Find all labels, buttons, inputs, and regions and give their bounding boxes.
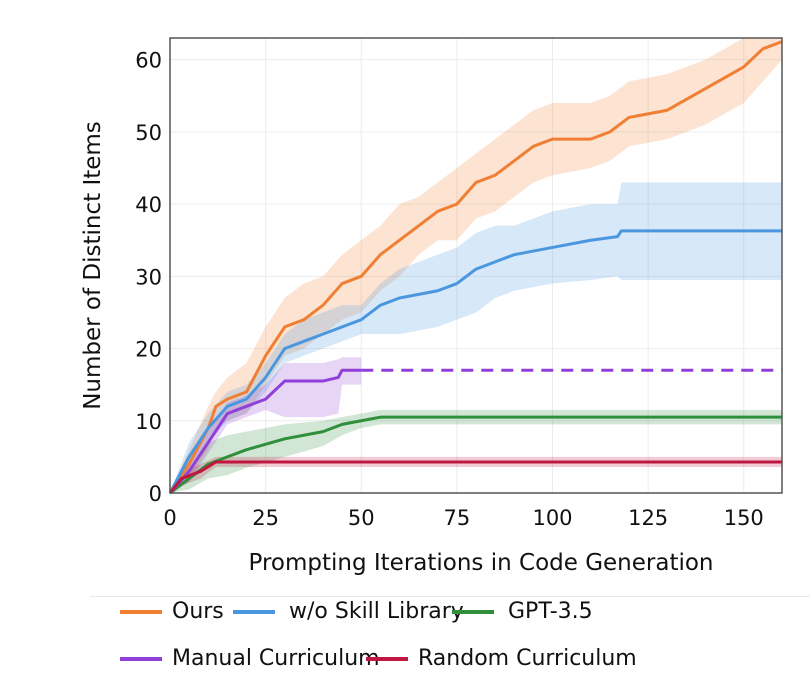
legend-swatch	[233, 609, 275, 614]
legend-swatch	[120, 656, 162, 661]
y-tick-label: 60	[135, 49, 162, 73]
y-tick-label: 0	[149, 482, 162, 506]
legend-label: Manual Curriculum	[172, 646, 380, 671]
y-tick-label: 10	[135, 410, 162, 434]
plot-frame	[169, 37, 783, 494]
band-random-curriculum	[170, 456, 782, 493]
line-random-curriculum	[168, 460, 782, 494]
line-w-o-skill-library	[168, 229, 782, 494]
x-axis-label: Prompting Iterations in Code Generation	[248, 550, 713, 576]
legend-item-ours: Ours	[120, 599, 224, 624]
band-gpt-3-5	[170, 409, 782, 493]
legend-label: GPT-3.5	[508, 599, 593, 624]
series-lines	[168, 40, 783, 495]
legend-item-random-curriculum: Random Curriculum	[366, 646, 637, 671]
line-ours	[168, 40, 783, 494]
x-tick-label: 125	[628, 506, 668, 530]
legend-item-manual-curriculum: Manual Curriculum	[120, 646, 380, 671]
legend-label: Random Curriculum	[418, 646, 637, 671]
x-tick-label: 150	[724, 506, 764, 530]
line-manual-curriculum	[168, 368, 362, 494]
legend-swatch	[366, 656, 408, 661]
band-manual-curriculum	[170, 357, 362, 493]
chart: 0 25 50 75 100 125 150 0 10 20 30 40 50 60 Prompting …	[80, 37, 783, 576]
tick-labels: 0 25 50 75 100 125 150 0 10 20 30 40 50 60	[135, 49, 764, 530]
y-tick-label: 40	[135, 193, 162, 217]
x-tick-label: 75	[444, 506, 471, 530]
legend-separator	[90, 596, 810, 597]
y-axis-label: Number of Distinct Items	[80, 121, 106, 410]
x-tick-label: 50	[348, 506, 375, 530]
legend-item-wo-skill-library: w/o Skill Library	[233, 599, 464, 624]
band-ours	[170, 38, 782, 493]
legend-label: w/o Skill Library	[289, 599, 464, 624]
y-tick-label: 30	[135, 265, 162, 289]
confidence-bands	[170, 38, 782, 493]
x-tick-label: 0	[163, 506, 176, 530]
y-tick-label: 50	[135, 121, 162, 145]
band-w-o-skill-library	[170, 182, 782, 493]
legend-label: Ours	[172, 599, 224, 624]
legend-item-gpt35: GPT-3.5	[452, 599, 593, 624]
x-tick-label: 100	[532, 506, 572, 530]
x-tick-label: 25	[252, 506, 279, 530]
y-tick-label: 20	[135, 338, 162, 362]
legend-swatch	[452, 609, 494, 614]
legend-swatch	[120, 609, 162, 614]
